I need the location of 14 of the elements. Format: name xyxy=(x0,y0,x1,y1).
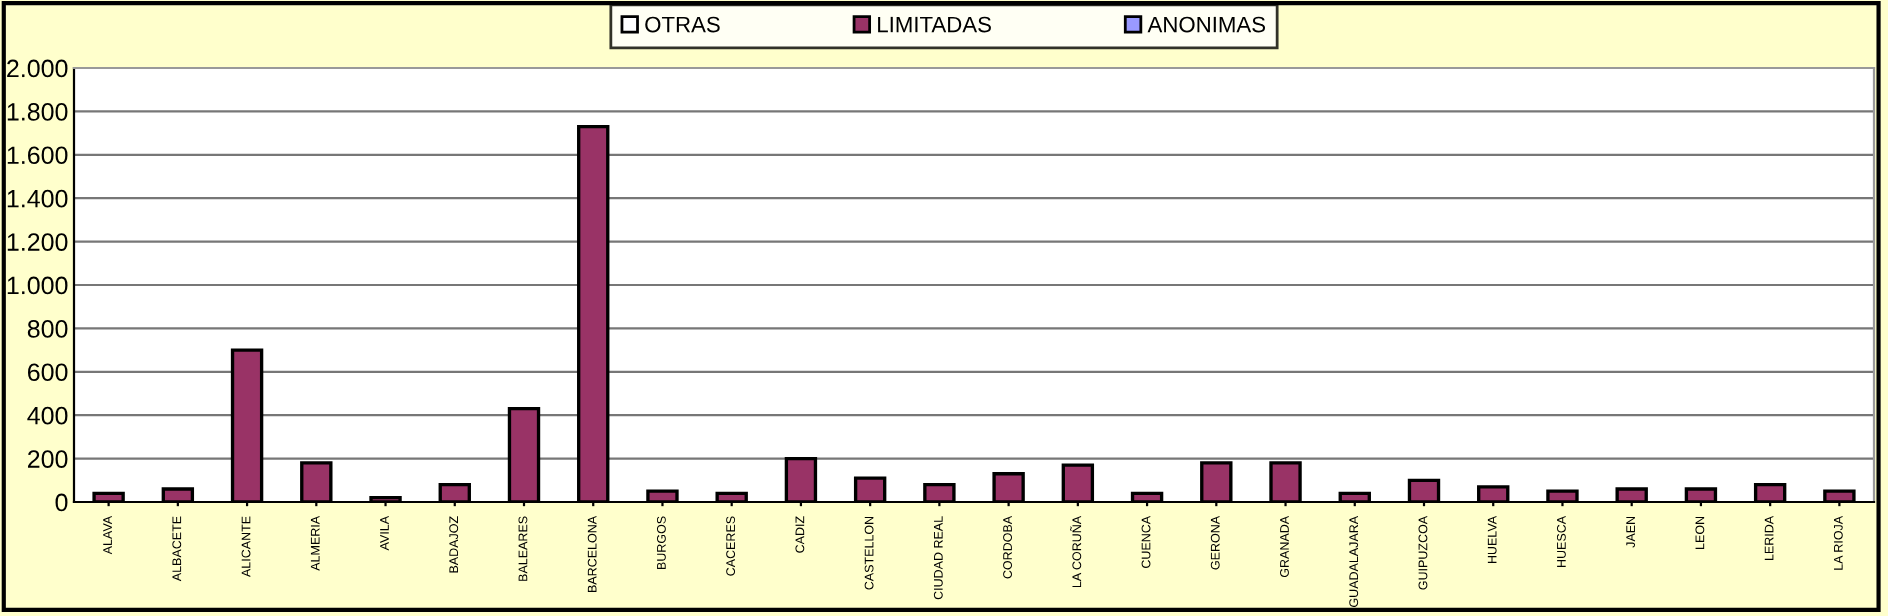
y-tick-label: 400 xyxy=(27,406,68,425)
y-tick-label: 800 xyxy=(27,320,68,338)
y-tick-label: 0 xyxy=(55,493,68,512)
legend-label: OTRAS xyxy=(645,16,720,33)
y-tick-label: 1.600 xyxy=(7,146,68,165)
y-tick-label: 200 xyxy=(28,450,68,468)
y-tick-label: 2.000 xyxy=(7,59,68,78)
legend-label: ANONIMAS xyxy=(1147,16,1266,33)
legend-label: LIMITADAS xyxy=(878,16,991,33)
y-tick-label: 1.200 xyxy=(7,233,68,251)
y-tick-label: 600 xyxy=(28,363,68,382)
y-tick-label: 1.400 xyxy=(7,189,68,208)
y-tick-label: 1.800 xyxy=(7,103,68,121)
y-tick-label: 1.000 xyxy=(7,276,68,295)
